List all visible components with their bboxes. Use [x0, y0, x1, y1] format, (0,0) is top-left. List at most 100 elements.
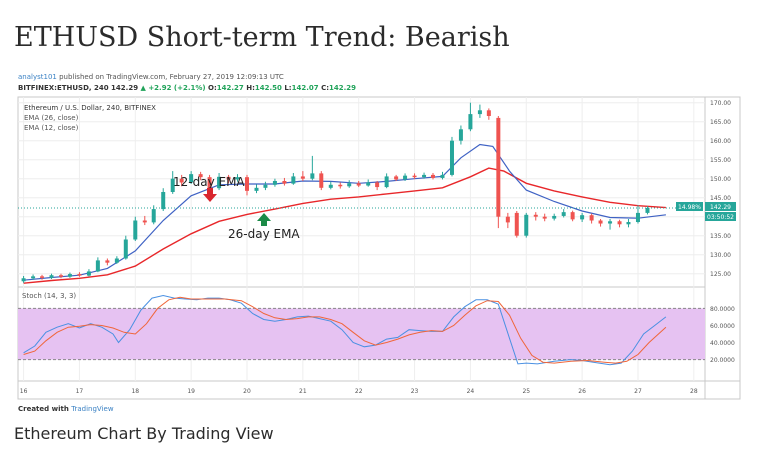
time-tick-label: 16	[20, 388, 28, 395]
open-value: 142.27	[216, 84, 244, 92]
price-tick-label: 170.00	[710, 100, 731, 107]
candle-body	[626, 222, 631, 225]
candle-body	[486, 110, 491, 116]
time-tick-label: 23	[411, 388, 419, 395]
candle-body	[608, 221, 613, 224]
stoch-tick-label: 80.0000	[710, 306, 735, 313]
candle-body	[291, 176, 296, 184]
candle-body	[496, 117, 501, 217]
candle-body	[114, 258, 119, 263]
candle-body	[142, 220, 147, 223]
candle-body	[95, 260, 100, 272]
candle-body	[375, 182, 380, 188]
price-tick-label: 130.00	[710, 252, 731, 259]
stoch-band-fill	[18, 308, 705, 360]
candle-body	[458, 129, 463, 141]
candle-body	[300, 176, 305, 179]
price-tick-label: 165.00	[710, 119, 731, 126]
time-tick-label: 21	[299, 388, 307, 395]
stoch-label: Stoch (14, 3, 3)	[22, 292, 76, 300]
tradingview-link[interactable]: TradingView	[71, 405, 114, 413]
candle-body	[366, 182, 371, 186]
candle-body	[394, 176, 399, 180]
candle-body	[384, 176, 389, 188]
candle-body	[123, 239, 128, 259]
candle-body	[403, 175, 408, 180]
high-value: 142.50	[254, 84, 282, 92]
candle-body	[645, 207, 650, 213]
candle-body	[272, 180, 277, 185]
close-value: 142.29	[329, 84, 357, 92]
candle-body	[533, 214, 538, 217]
candle-body	[412, 175, 417, 178]
candle-body	[440, 174, 445, 178]
time-tick-label: 28	[690, 388, 698, 395]
candle-body	[170, 178, 175, 192]
candle-body	[151, 209, 156, 223]
legend-ema26: EMA (26, close)	[24, 114, 79, 122]
price-tick-label: 135.00	[710, 233, 731, 240]
candle-body	[589, 215, 594, 221]
time-tick-label: 25	[522, 388, 530, 395]
candle-body	[449, 140, 454, 175]
candle-body	[524, 214, 529, 236]
last-price: 142.29	[111, 84, 139, 92]
candle-body	[86, 271, 91, 276]
candle-body	[542, 216, 547, 219]
candle-body	[356, 183, 361, 186]
candle-body	[561, 212, 566, 216]
candle-body	[617, 221, 622, 225]
low-value: 142.07	[291, 84, 319, 92]
image-caption: Ethereum Chart By Trading View	[14, 424, 274, 443]
candle-body	[430, 174, 435, 178]
page-title: ETHUSD Short-term Trend: Bearish	[14, 22, 510, 53]
time-tick-label: 20	[243, 388, 251, 395]
candle-body	[40, 276, 45, 278]
candle-body	[319, 173, 324, 188]
up-arrow-icon	[257, 213, 271, 226]
candle-body	[161, 192, 166, 210]
candle-body	[133, 220, 138, 240]
time-tick-label: 26	[578, 388, 586, 395]
candle-body	[422, 174, 427, 178]
time-tick-label: 18	[131, 388, 139, 395]
created-with: Created with TradingView	[18, 405, 114, 413]
candle-body	[59, 275, 64, 277]
price-tick-label: 155.00	[710, 157, 731, 164]
candle-body	[598, 220, 603, 224]
candle-body	[198, 174, 203, 178]
pct-tag: 14.98%	[678, 204, 701, 211]
price-tick-label: 145.00	[710, 195, 731, 202]
countdown-tag: 03:50:52	[707, 214, 734, 221]
candle-body	[67, 274, 72, 277]
symbol-info: BITFINEX:ETHUSD, 240 142.29 ▲ +2.92 (+2.…	[18, 84, 357, 92]
candle-body	[226, 176, 231, 180]
candle-body	[105, 260, 110, 263]
candle-body	[347, 183, 352, 187]
candle-body	[310, 173, 315, 179]
chart-title: Ethereum / U.S. Dollar, 240, BITFINEX	[24, 104, 156, 112]
candle-body	[477, 110, 482, 115]
candle-body	[570, 212, 575, 220]
price-tick-label: 125.00	[710, 271, 731, 278]
time-tick-label: 22	[355, 388, 363, 395]
price-tick-label: 160.00	[710, 138, 731, 145]
price-tick-label: 150.00	[710, 176, 731, 183]
ema26-line	[23, 167, 666, 284]
candle-body	[514, 212, 519, 236]
candle-body	[235, 177, 240, 180]
price-tag-bg	[705, 202, 736, 211]
candle-body	[263, 184, 268, 188]
candle-body	[338, 184, 343, 187]
candle-body	[31, 276, 36, 279]
time-tick-label: 19	[187, 388, 195, 395]
ema26-annotation: 26-day EMA	[228, 227, 300, 241]
countdown-tag-bg	[705, 212, 736, 221]
time-tick-label: 17	[76, 388, 84, 395]
stoch-d-line	[23, 296, 667, 364]
author-link[interactable]: analyst101	[18, 73, 57, 81]
candle-body	[328, 184, 333, 188]
stoch-tick-label: 60.0000	[710, 323, 735, 330]
ema12-annotation: 12-day EMA	[173, 175, 245, 189]
